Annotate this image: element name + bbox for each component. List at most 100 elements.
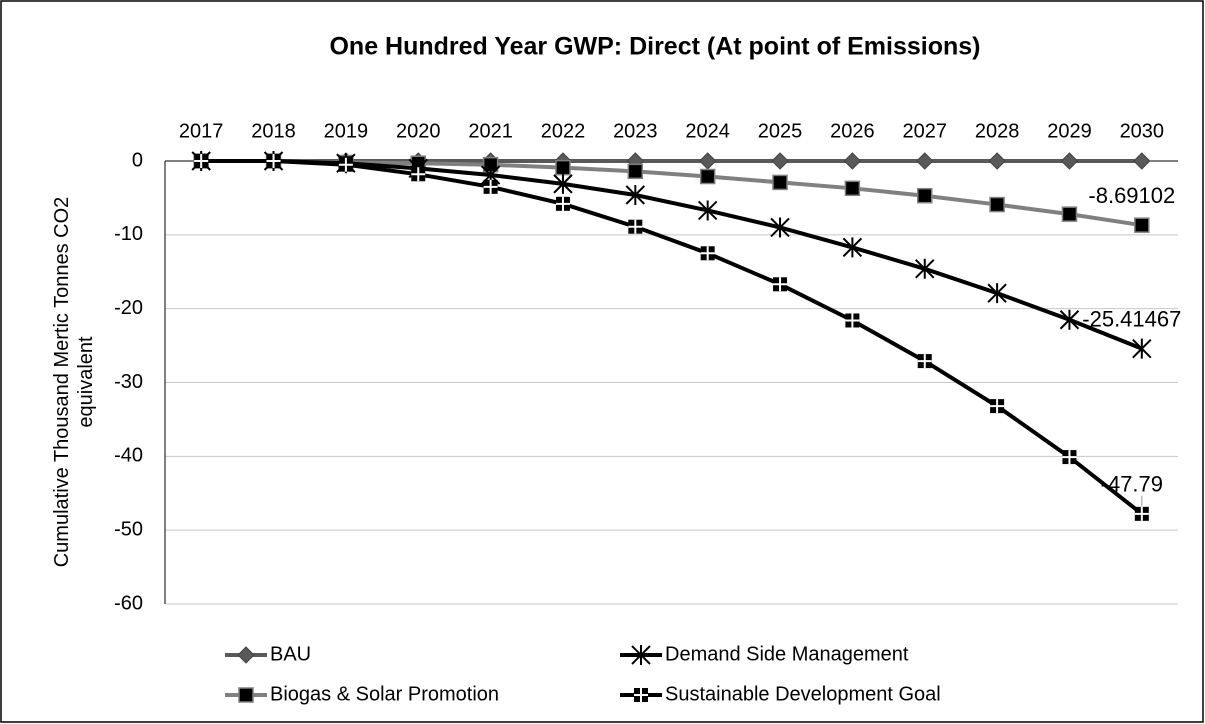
marker	[987, 283, 1007, 304]
marker	[1061, 206, 1078, 222]
marker-cross	[990, 399, 1005, 414]
marker	[627, 163, 644, 180]
marker-cross	[411, 167, 426, 182]
y-axis-label-line: equivalent	[75, 336, 97, 428]
legend-label: Sustainable Development Goal	[665, 683, 941, 705]
point	[1059, 309, 1080, 330]
point	[842, 237, 863, 258]
x-tick-label: 2018	[251, 120, 296, 142]
marker	[917, 187, 933, 204]
marker-cross	[628, 219, 643, 234]
point	[1062, 450, 1077, 465]
point	[628, 219, 643, 234]
marker	[1134, 217, 1150, 233]
point	[266, 154, 281, 168]
x-tick-label: 2020	[396, 120, 441, 142]
point	[483, 179, 498, 194]
x-tick-label: 2017	[179, 120, 224, 142]
point	[1133, 152, 1151, 170]
marker	[238, 687, 254, 703]
marker-cross	[338, 157, 353, 172]
series-line	[201, 159, 1144, 516]
point	[338, 157, 353, 172]
marker	[625, 184, 646, 205]
point	[989, 196, 1005, 213]
legend-label: Demand Side Management	[665, 643, 909, 665]
marker	[699, 168, 716, 185]
point	[1132, 338, 1152, 359]
point	[773, 277, 788, 292]
point	[917, 187, 933, 204]
point	[990, 399, 1005, 414]
marker-cross	[773, 277, 788, 292]
legend-label: BAU	[270, 643, 311, 665]
series-line	[201, 159, 1143, 351]
marker	[697, 200, 718, 221]
x-tick-label: 2026	[830, 120, 875, 142]
chart-title: One Hundred Year GWP: Direct (At point o…	[329, 33, 980, 61]
y-tick-label: -40	[114, 445, 143, 467]
marker	[915, 258, 935, 279]
marker-cross	[1062, 450, 1077, 465]
marker	[553, 173, 573, 194]
marker	[237, 646, 255, 664]
marker	[631, 645, 651, 665]
point	[1134, 217, 1150, 233]
point	[631, 645, 651, 665]
point	[555, 196, 570, 211]
point	[1060, 152, 1079, 170]
marker	[843, 152, 862, 170]
point	[843, 152, 862, 170]
marker	[555, 159, 571, 176]
point	[987, 283, 1007, 304]
marker	[844, 180, 861, 197]
x-tick-label: 2022	[541, 120, 586, 142]
point	[699, 168, 716, 185]
marker-cross	[634, 688, 648, 702]
point	[700, 246, 715, 261]
point	[917, 354, 932, 369]
data-label: -47.79	[1101, 472, 1163, 497]
data-label: -8.69102	[1088, 183, 1175, 208]
point	[238, 687, 254, 703]
point	[915, 258, 935, 279]
marker	[916, 152, 934, 170]
y-tick-label: -50	[114, 518, 143, 540]
point	[555, 159, 571, 176]
point	[627, 163, 644, 180]
point	[844, 180, 861, 197]
marker	[1059, 309, 1080, 330]
marker	[988, 152, 1006, 170]
marker-cross	[1134, 506, 1149, 521]
y-axis-label-line: Cumulative Thousand Mertic Tonnes CO2	[51, 197, 73, 568]
marker	[1060, 152, 1079, 170]
point	[237, 646, 255, 664]
marker-cross	[700, 246, 715, 261]
marker-cross	[266, 154, 281, 168]
x-tick-label: 2029	[1047, 120, 1092, 142]
point	[411, 167, 426, 182]
x-tick-label: 2027	[903, 120, 948, 142]
y-tick-label: -10	[114, 223, 143, 245]
point	[1061, 206, 1078, 222]
point	[988, 152, 1006, 170]
marker	[842, 237, 863, 258]
marker-cross	[483, 179, 498, 194]
y-tick-label: -60	[114, 592, 143, 614]
point	[845, 313, 860, 328]
marker-cross	[555, 196, 570, 211]
y-tick-label: 0	[132, 149, 143, 171]
marker	[771, 152, 789, 170]
point	[194, 154, 209, 168]
x-tick-label: 2025	[758, 120, 803, 142]
point	[771, 152, 789, 170]
x-tick-label: 2023	[613, 120, 658, 142]
point	[916, 152, 934, 170]
data-label: -25.41467	[1082, 306, 1181, 331]
marker-cross	[845, 313, 860, 328]
point	[697, 200, 718, 221]
point	[625, 184, 646, 205]
x-tick-label: 2028	[975, 120, 1020, 142]
